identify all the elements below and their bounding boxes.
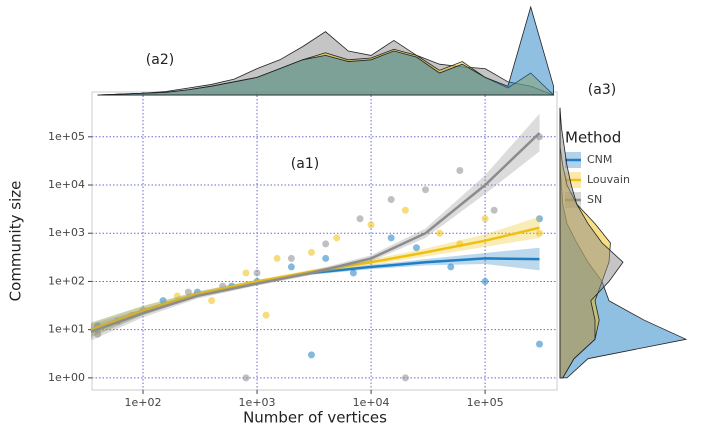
point bbox=[94, 330, 102, 338]
point bbox=[322, 240, 330, 248]
point bbox=[253, 269, 261, 277]
point bbox=[421, 186, 429, 194]
point bbox=[349, 269, 357, 277]
x-tick-label: 1e+02 bbox=[125, 396, 162, 409]
y-tick-label: 1e+02 bbox=[48, 274, 85, 287]
point bbox=[242, 269, 250, 277]
point bbox=[333, 234, 341, 242]
point bbox=[307, 351, 315, 359]
confidence-band bbox=[91, 113, 540, 341]
point bbox=[412, 244, 420, 252]
y-tick-label: 1e+04 bbox=[48, 178, 85, 191]
y-tick-label: 1e+00 bbox=[48, 371, 85, 384]
point bbox=[262, 311, 270, 319]
y-tick-label: 1e+01 bbox=[48, 323, 85, 336]
legend-title: Method bbox=[565, 129, 621, 147]
point bbox=[287, 263, 295, 271]
point bbox=[447, 263, 455, 271]
x-tick-label: 1e+04 bbox=[353, 396, 390, 409]
point bbox=[387, 196, 395, 204]
y-tick-label: 1e+05 bbox=[48, 130, 85, 143]
annotation: (a3) bbox=[588, 82, 616, 98]
x-axis-label: Number of vertices bbox=[243, 409, 387, 427]
point bbox=[273, 254, 281, 262]
density-area bbox=[97, 5, 554, 96]
trend-line bbox=[90, 226, 540, 331]
x-tick-label: 1e+03 bbox=[239, 396, 276, 409]
point bbox=[208, 297, 216, 305]
point bbox=[481, 215, 489, 223]
point bbox=[401, 206, 409, 214]
point bbox=[173, 292, 181, 300]
point bbox=[490, 206, 498, 214]
confidence-band bbox=[91, 247, 540, 338]
annotation: (a1) bbox=[291, 156, 319, 172]
point bbox=[536, 215, 544, 223]
point bbox=[436, 229, 444, 237]
point bbox=[387, 234, 395, 242]
point bbox=[456, 167, 464, 175]
legend-label: SN bbox=[587, 193, 602, 206]
point bbox=[242, 374, 250, 382]
point bbox=[307, 248, 315, 256]
point bbox=[536, 340, 544, 348]
point bbox=[287, 254, 295, 262]
legend-label: CNM bbox=[587, 153, 612, 166]
point bbox=[159, 297, 167, 305]
point bbox=[481, 277, 489, 285]
point bbox=[322, 254, 330, 262]
point bbox=[367, 221, 375, 229]
point bbox=[356, 215, 364, 223]
point bbox=[536, 229, 544, 237]
point bbox=[401, 374, 409, 382]
trend-line bbox=[90, 132, 541, 334]
density-area bbox=[559, 107, 624, 379]
legend-label: Louvain bbox=[587, 173, 630, 186]
y-tick-label: 1e+03 bbox=[48, 226, 85, 239]
x-tick-label: 1e+05 bbox=[467, 396, 504, 409]
y-axis-label: Community size bbox=[7, 181, 25, 302]
point bbox=[184, 288, 192, 296]
annotation: (a2) bbox=[146, 52, 174, 68]
